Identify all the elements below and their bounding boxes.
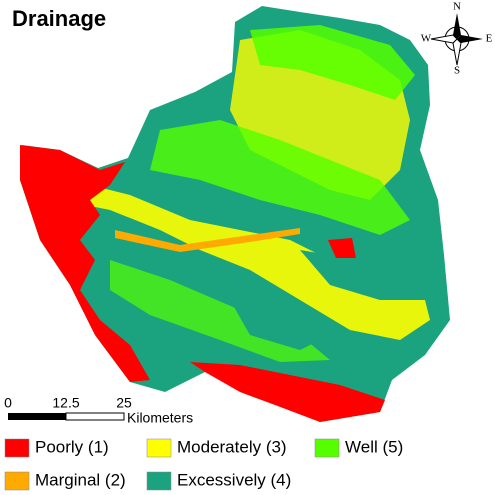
compass: N S E W [421,1,493,77]
legend-label: Well (5) [345,437,403,456]
region-green [250,25,415,100]
compass-n: N [453,1,461,13]
scale-bar: 0 12.5 25 Kilometers [4,395,193,426]
region-red [328,238,356,258]
region-yellow [60,185,430,340]
map [20,6,450,422]
legend-swatch [146,438,172,458]
region-red [190,362,385,422]
legend-label: Marginal (2) [35,470,126,489]
region-orange [115,228,300,252]
region-green [150,120,410,235]
scale-unit: Kilometers [127,410,193,426]
legend-swatch [4,438,30,458]
legend-label: Moderately (3) [177,437,287,456]
scale-label: 0 [4,395,12,411]
scale-label: 25 [116,395,132,411]
compass-e: E [486,33,493,45]
region-red [20,145,150,382]
map-title: Drainage [12,6,106,31]
compass-s: S [454,65,460,77]
region-teal [300,240,440,300]
scale-label: 12.5 [52,395,79,411]
legend-label: Excessively (4) [177,470,291,489]
legend-swatch [146,471,172,491]
legend-label: Poorly (1) [35,437,109,456]
legend: Poorly (1) Moderately (3) Well (5) Marginal… [4,437,403,491]
legend-swatch [314,438,340,458]
compass-w: W [421,33,432,45]
region-teal [230,300,330,350]
legend-swatch [4,471,30,491]
